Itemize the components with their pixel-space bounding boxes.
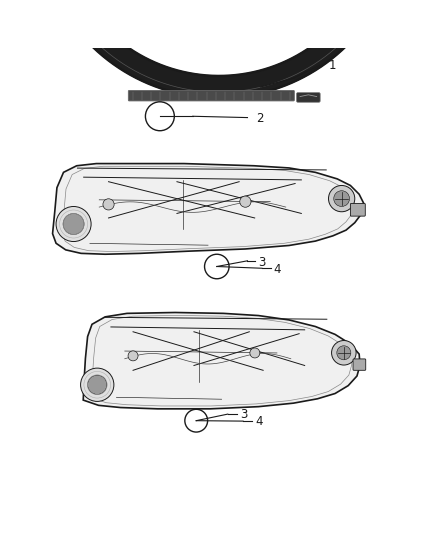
Circle shape (332, 341, 356, 365)
FancyBboxPatch shape (350, 204, 365, 216)
Circle shape (103, 199, 114, 210)
Circle shape (250, 348, 260, 358)
Text: 1: 1 (329, 59, 337, 71)
Circle shape (63, 214, 84, 235)
Circle shape (56, 206, 91, 241)
Text: 3: 3 (258, 256, 266, 269)
Circle shape (334, 191, 350, 206)
Circle shape (337, 346, 351, 360)
Text: 4: 4 (255, 416, 262, 429)
Circle shape (128, 351, 138, 361)
Circle shape (88, 375, 107, 394)
Polygon shape (83, 312, 360, 409)
Polygon shape (48, 0, 390, 98)
Circle shape (328, 185, 355, 212)
Text: 4: 4 (274, 263, 281, 276)
FancyBboxPatch shape (353, 359, 366, 370)
Text: 2: 2 (256, 112, 264, 125)
FancyBboxPatch shape (128, 91, 294, 101)
Circle shape (240, 196, 251, 207)
Polygon shape (53, 164, 364, 254)
Circle shape (81, 368, 114, 401)
Text: 3: 3 (240, 408, 247, 421)
FancyBboxPatch shape (297, 93, 320, 102)
